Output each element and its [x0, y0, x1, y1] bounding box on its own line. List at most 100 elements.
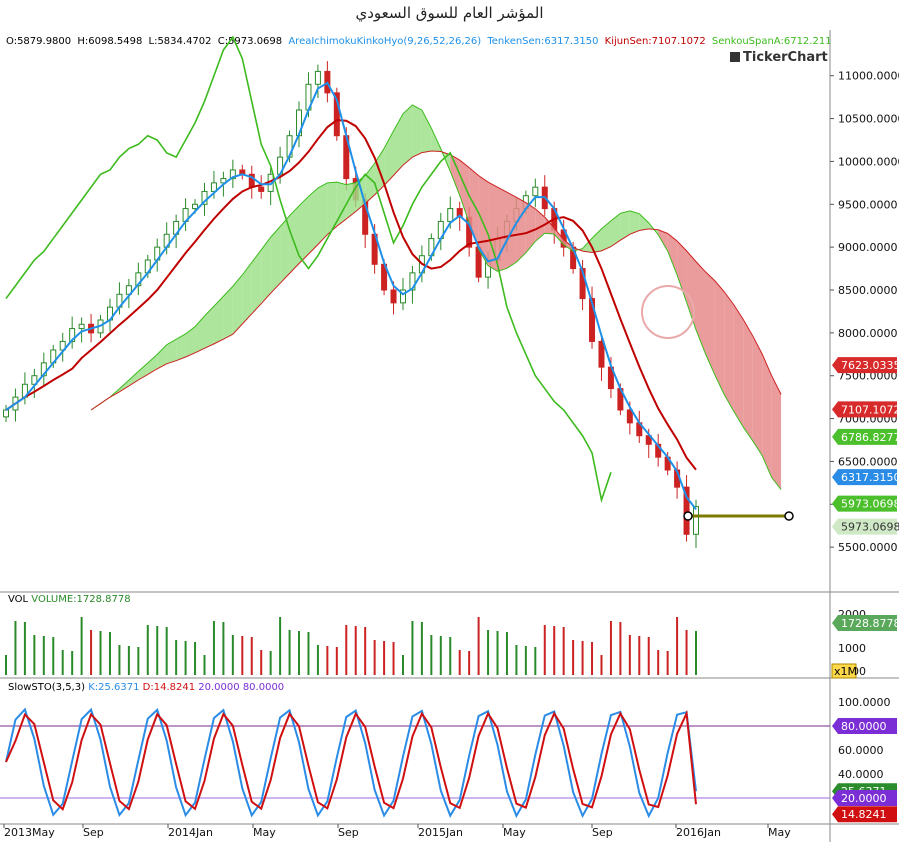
volume-bar: [553, 626, 556, 675]
cloud-segment: [412, 105, 422, 158]
volume-bar: [505, 632, 508, 675]
vol-header: VOL VOLUME:1728.8778: [8, 594, 131, 605]
x-tick-label: Sep: [592, 826, 613, 839]
volume-bar: [628, 635, 631, 675]
price-tag: [832, 469, 897, 486]
y-tick-label: 10500.0000: [838, 113, 899, 126]
cloud-segment: [488, 182, 498, 272]
volume-bar: [127, 646, 130, 675]
price-tag: [832, 401, 897, 418]
price-tag: [832, 428, 897, 445]
price-tag-label: 5973.0698: [841, 498, 899, 511]
sto-tag-label: 20.0000: [841, 792, 887, 805]
cloud-segment: [195, 315, 205, 353]
cloud-segment: [592, 228, 602, 253]
candle: [3, 409, 9, 418]
trend-handle[interactable]: [784, 511, 794, 521]
x-tick-label: 2014Jan: [168, 826, 213, 839]
sto-y-tick-label: 60.0000: [838, 744, 884, 757]
cloud-segment: [128, 371, 139, 386]
candle: [532, 186, 539, 197]
price-tag-label: 5973.0698: [841, 521, 899, 534]
cloud-segment: [185, 326, 196, 358]
volume-bar: [354, 626, 357, 675]
tenkan-line: [5, 81, 697, 510]
cloud-segment: [743, 319, 753, 441]
y-tick-label: 8500.0000: [838, 284, 898, 297]
volume-bar: [184, 641, 187, 675]
volume-bar: [326, 646, 329, 675]
vol-y-tick-label: 1000: [838, 642, 866, 655]
volume-bar: [316, 645, 319, 675]
cloud-segment: [450, 154, 460, 196]
volume-bar: [279, 617, 282, 675]
unit-badge-label: x1M: [834, 665, 857, 678]
candle: [693, 506, 699, 535]
x-tick-label: 2016Jan: [676, 826, 721, 839]
volume-bar: [14, 621, 17, 675]
candle: [447, 208, 454, 222]
cloud-segment: [610, 213, 621, 247]
ichimoku-name[interactable]: AreaIchimokuKinkoHyo(9,26,52,26,26): [288, 36, 482, 47]
x-tick-label: 2015Jan: [418, 826, 463, 839]
volume-bar: [212, 621, 215, 675]
low-value: L:5834.4702: [148, 36, 212, 47]
volume-bar: [156, 626, 159, 675]
candle: [456, 208, 463, 218]
cloud-segment: [620, 210, 630, 241]
cloud-segment: [223, 286, 233, 340]
cloud-segment: [119, 380, 129, 392]
candle: [314, 70, 321, 85]
volume-bar: [345, 625, 348, 675]
price-tag-label: 6317.3150: [841, 471, 899, 484]
volume-bar: [600, 655, 603, 675]
cloud-segment: [157, 344, 167, 369]
cloud-segment: [762, 354, 772, 478]
cloud-segment: [724, 291, 734, 412]
candle: [683, 486, 690, 535]
volume-bar: [496, 631, 499, 675]
x-tick-label: Sep: [83, 826, 104, 839]
volume-bar: [411, 621, 414, 675]
cloud-segment: [289, 205, 300, 274]
cloud-segment: [242, 262, 252, 325]
vol-value: VOLUME:1728.8778: [31, 594, 131, 605]
cloud-segment: [771, 375, 782, 490]
sto-tag: [832, 806, 897, 823]
vol-name[interactable]: VOL: [8, 594, 29, 605]
candle: [333, 92, 340, 137]
cloud-segment: [261, 237, 271, 304]
cloud-segment: [544, 217, 555, 235]
cloud-segment: [629, 210, 640, 235]
volume-bar: [543, 625, 546, 675]
volume-bar: [666, 651, 669, 675]
candle: [589, 298, 596, 342]
senkou-b-line: [90, 150, 782, 411]
cloud-segment: [270, 226, 281, 294]
y-tick-label: 9000.0000: [838, 241, 898, 254]
chart-title: المؤشر العام للسوق السعودي: [355, 4, 544, 22]
volume-bar: [260, 650, 263, 675]
volume-bar: [430, 635, 433, 675]
cloud-segment: [421, 110, 432, 153]
cloud-segment: [147, 354, 158, 375]
cloud-segment: [497, 187, 507, 272]
volume-bar: [33, 635, 36, 675]
cloud-segment: [752, 335, 763, 456]
candle: [409, 272, 416, 291]
volume-bar: [42, 636, 45, 675]
trend-handle[interactable]: [683, 511, 693, 521]
sto-y-tick-label: 100.0000: [838, 696, 891, 709]
candle: [258, 186, 265, 192]
volume-bar: [5, 655, 7, 675]
sto-name[interactable]: SlowSTO(3,5,3): [8, 682, 85, 693]
y-tick-label: 8000.0000: [838, 327, 898, 340]
volume-bar: [99, 631, 102, 675]
sto-y-tick-label: 40.0000: [838, 768, 884, 781]
volume-bar: [647, 637, 650, 675]
volume-bar: [685, 630, 688, 675]
volume-bar: [80, 617, 83, 675]
logo-text: TickerChart: [743, 50, 828, 65]
candle: [78, 323, 85, 330]
